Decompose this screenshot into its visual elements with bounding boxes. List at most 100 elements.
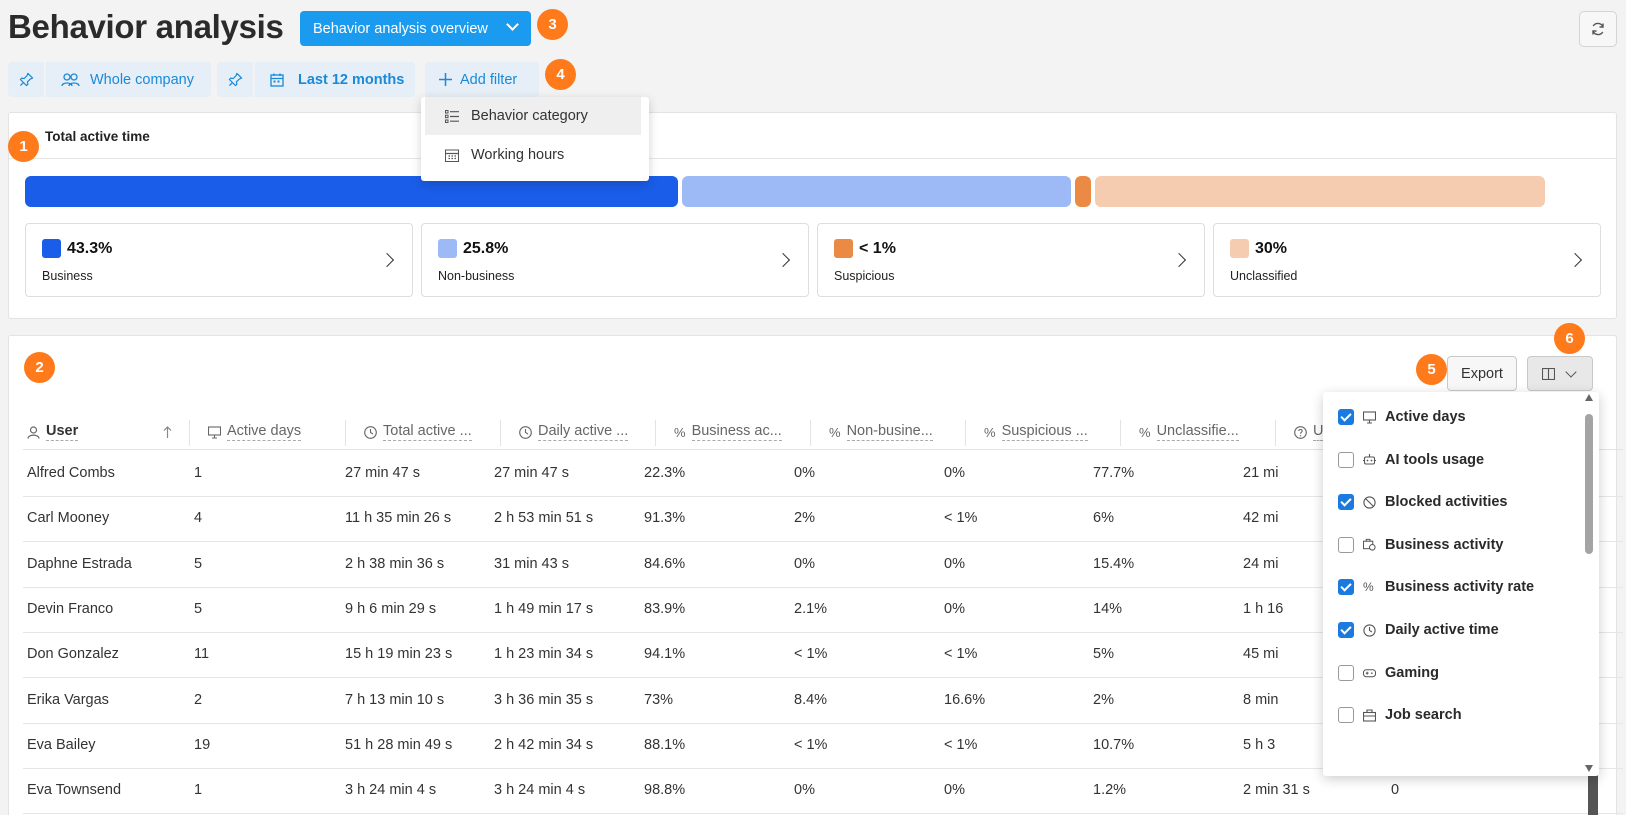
table-cell: 2 h 53 min 51 s xyxy=(494,510,594,527)
callout-badge-6: 6 xyxy=(1554,323,1585,354)
column-option-ai-tools-usage[interactable]: AI tools usage xyxy=(1338,445,1484,475)
user-icon xyxy=(27,425,40,439)
table-cell: 83.9% xyxy=(644,600,686,617)
add-filter-button[interactable]: Add filter xyxy=(425,62,539,97)
table-row[interactable]: Alfred Combs 1 27 min 47 s 27 min 47 s 22.3%… xyxy=(23,450,1623,497)
callout-badge-1: 1 xyxy=(8,131,39,162)
table-cell: 27 min 47 s xyxy=(494,465,569,481)
column-header-unclassified[interactable]: % Unclassifie... xyxy=(1121,414,1276,450)
column-header-label: Active days xyxy=(227,423,302,441)
column-header-total-active[interactable]: Total active ... xyxy=(346,414,501,450)
total-active-time-card: Total active time 43.3% Business 25.8% N… xyxy=(8,112,1617,319)
checkbox[interactable] xyxy=(1338,451,1354,468)
sort-ascending-icon[interactable] xyxy=(163,426,172,438)
column-header-business-activity[interactable]: % Business ac... xyxy=(656,414,811,450)
color-swatch xyxy=(834,239,853,258)
table-cell: 15 h 19 min 23 s xyxy=(345,646,453,663)
table-cell: 77.7% xyxy=(1093,465,1135,481)
checkbox[interactable] xyxy=(1338,707,1354,724)
column-header-label: Unclassifie... xyxy=(1156,423,1239,441)
column-header-non-business[interactable]: % Non-busine... xyxy=(811,414,966,450)
category-card-business[interactable]: 43.3% Business xyxy=(25,223,413,297)
table-cell: < 1% xyxy=(794,646,828,663)
gamepad-icon xyxy=(1363,666,1376,679)
column-header-truncated[interactable]: U xyxy=(1276,414,1376,450)
category-percent: 25.8% xyxy=(463,240,509,257)
table-cell: 3 h 24 min 4 s xyxy=(345,782,437,799)
table-cell: 11 xyxy=(194,646,210,663)
column-option-business-activity-rate[interactable]: % Business activity rate xyxy=(1338,572,1534,602)
checkbox[interactable] xyxy=(1338,536,1354,553)
pin-icon[interactable] xyxy=(217,62,255,97)
column-option-job-search[interactable]: Job search xyxy=(1338,700,1462,730)
table-cell: 3 h 36 min 35 s xyxy=(494,691,594,708)
category-card-suspicious[interactable]: < 1% Suspicious xyxy=(817,223,1205,297)
menu-item-working-hours[interactable]: Working hours xyxy=(425,136,641,174)
briefcase-clock-icon xyxy=(1363,538,1376,551)
table-cell: 3 h 24 min 4 s xyxy=(494,782,586,799)
column-option-active-days[interactable]: Active days xyxy=(1338,402,1466,432)
table-cell: 84.6% xyxy=(644,555,686,572)
table-cell: 94.1% xyxy=(644,646,686,663)
table-cell: 0% xyxy=(944,782,965,799)
column-option-gaming[interactable]: Gaming xyxy=(1338,658,1439,688)
view-select-label: Behavior analysis overview xyxy=(313,20,488,37)
column-option-blocked-activities[interactable]: Blocked activities xyxy=(1338,487,1508,517)
checkbox[interactable] xyxy=(1338,622,1354,638)
checkbox[interactable] xyxy=(1338,664,1354,681)
table-cell: 2 min 31 s xyxy=(1243,782,1310,799)
chevron-down-icon xyxy=(506,18,519,31)
table-cell: 1 xyxy=(194,782,203,799)
column-header-label: Suspicious ... xyxy=(1001,423,1088,441)
category-card-unclassified[interactable]: 30% Unclassified xyxy=(1213,223,1601,297)
category-percent: 43.3% xyxy=(67,240,113,257)
monitor-icon xyxy=(208,425,221,439)
column-option-label: Business activity xyxy=(1385,536,1504,553)
checkbox[interactable] xyxy=(1338,579,1354,596)
column-picker-button[interactable] xyxy=(1527,356,1593,391)
table-row[interactable]: Erika Vargas 2 7 h 13 min 10 s 3 h 36 min 3… xyxy=(23,677,1623,724)
checkbox[interactable] xyxy=(1338,409,1354,425)
refresh-button[interactable] xyxy=(1579,11,1617,47)
checkbox[interactable] xyxy=(1338,494,1354,511)
table-cell: 42 mi xyxy=(1243,510,1279,527)
chevron-right-icon xyxy=(775,252,791,268)
table-cell: 2 h 38 min 36 s xyxy=(345,555,445,572)
bar-segment-business xyxy=(25,176,678,207)
table-row[interactable]: Devin Franco 5 9 h 6 min 29 s 1 h 49 min 17… xyxy=(23,586,1623,633)
user-name-cell: Eva Bailey xyxy=(27,736,96,753)
column-header-suspicious[interactable]: % Suspicious ... xyxy=(966,414,1121,450)
scope-filter-chip[interactable]: Whole company xyxy=(8,62,211,97)
column-option-business-activity[interactable]: Business activity xyxy=(1338,530,1503,560)
export-button[interactable]: Export xyxy=(1447,356,1517,391)
table-row[interactable]: Don Gonzalez 11 15 h 19 min 23 s 1 h 23 min… xyxy=(23,631,1623,679)
pin-icon[interactable] xyxy=(8,62,46,97)
table-cell: 0 xyxy=(1391,782,1400,799)
category-percent: < 1% xyxy=(859,240,896,257)
scroll-up-arrow[interactable] xyxy=(1585,394,1593,401)
table-cell: 1 h 16 xyxy=(1243,600,1284,617)
table-row[interactable]: Daphne Estrada 5 2 h 38 min 36 s 31 min 43 … xyxy=(23,541,1623,588)
view-select-dropdown[interactable]: Behavior analysis overview xyxy=(300,11,531,46)
period-filter-chip[interactable]: Last 12 months xyxy=(217,62,415,97)
percent-icon: % xyxy=(1363,580,1374,595)
table-cell: 2% xyxy=(794,510,815,527)
column-header-user[interactable]: User xyxy=(23,414,190,450)
table-cell: 16.6% xyxy=(944,691,986,708)
category-card-non-business[interactable]: 25.8% Non-business xyxy=(421,223,809,297)
column-header-active-days[interactable]: Active days xyxy=(190,414,346,450)
table-row[interactable]: Carl Mooney 4 11 h 35 min 26 s 2 h 53 min 5… xyxy=(23,495,1623,543)
bar-segment-non-business xyxy=(681,176,1072,207)
panel-scrollbar-thumb[interactable] xyxy=(1585,414,1593,554)
column-header-label: Total active ... xyxy=(383,423,472,441)
table-row[interactable]: Eva Townsend 1 3 h 24 min 4 s 3 h 24 min 4 … xyxy=(23,767,1623,815)
scroll-down-arrow[interactable] xyxy=(1585,765,1593,772)
column-option-daily-active-time[interactable]: Daily active time xyxy=(1338,615,1499,645)
column-option-label: Active days xyxy=(1385,409,1466,425)
menu-item-behavior-category[interactable]: Behavior category xyxy=(425,97,641,135)
table-cell: 19 xyxy=(194,736,211,753)
table-row[interactable]: Eva Bailey 19 51 h 28 min 49 s 2 h 42 min 3… xyxy=(23,722,1623,769)
column-header-daily-active[interactable]: Daily active ... xyxy=(501,414,656,450)
table-cell: 4 xyxy=(194,510,203,527)
add-filter-label: Add filter xyxy=(460,71,518,88)
